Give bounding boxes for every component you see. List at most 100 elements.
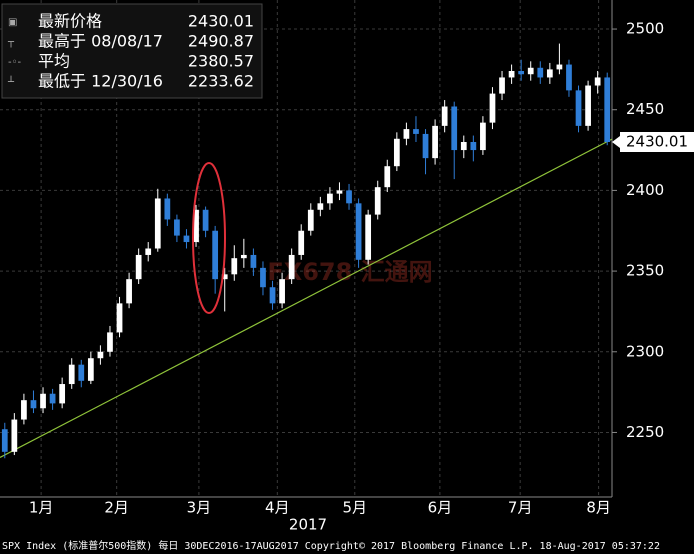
x-axis-label: 2017 <box>289 516 327 534</box>
y-tick-label: 2250 <box>626 423 664 441</box>
candle-body <box>508 71 515 78</box>
candle-body <box>546 69 553 78</box>
footer: SPX Index (标准普尔500指数) 每日 30DEC2016-17AUG… <box>2 539 660 552</box>
last-price-label: 2430.01 <box>626 133 688 151</box>
candle-body <box>30 400 37 409</box>
legend-value: 2430.01 <box>188 12 254 31</box>
candle-body <box>489 93 496 123</box>
candle-body <box>174 219 180 236</box>
x-tick-label: 6月 <box>428 499 453 517</box>
candle-body <box>470 142 477 151</box>
y-tick-label: 2400 <box>626 181 664 199</box>
legend-label: 平均 <box>38 52 70 71</box>
legend-value: 2380.57 <box>188 52 254 71</box>
candle-body <box>432 125 438 159</box>
candle-body <box>269 287 276 304</box>
x-tick-label: 2月 <box>104 499 129 517</box>
candle-body <box>135 254 142 280</box>
watermark: FX678 汇通网 <box>267 258 432 286</box>
candle-body <box>451 106 458 151</box>
candle-body <box>441 106 448 126</box>
legend-icon: ▣ <box>8 17 17 28</box>
candle-body <box>327 193 333 204</box>
candle-body <box>40 393 46 409</box>
y-tick-label: 2350 <box>626 262 664 280</box>
candle-body <box>480 122 486 151</box>
legend-icon: ┴ <box>7 75 15 88</box>
candle-body <box>11 419 18 452</box>
candle-body <box>164 198 171 220</box>
candle-body <box>575 90 582 126</box>
candle-body <box>279 279 285 304</box>
y-tick-label: 2450 <box>626 100 664 118</box>
candle-body <box>403 129 410 139</box>
candle-body <box>355 203 362 260</box>
candle-body <box>566 64 572 91</box>
x-tick-label: 3月 <box>187 499 212 517</box>
legend-label: 最低于 12/30/16 <box>38 72 163 91</box>
candle-body <box>212 230 219 280</box>
candle-body <box>413 129 419 134</box>
candle-body <box>556 64 563 70</box>
candle-body <box>537 67 544 78</box>
y-tick-label: 2500 <box>626 20 664 38</box>
trendline <box>0 138 613 458</box>
candle-body <box>374 187 381 215</box>
candle-body <box>97 351 104 359</box>
last-price-tag <box>620 132 694 152</box>
candle-body <box>594 77 601 86</box>
x-tick-label: 7月 <box>508 499 533 517</box>
candle-body <box>422 133 429 159</box>
candle-body <box>585 85 591 126</box>
legend-value: 2490.87 <box>188 32 254 51</box>
candle-body <box>527 67 534 75</box>
last-price-pointer <box>612 136 620 148</box>
candle-body <box>365 214 372 260</box>
candle-body <box>145 248 152 255</box>
candle-body <box>49 393 56 404</box>
candle-body <box>1 429 8 452</box>
candle-body <box>288 254 295 280</box>
marks <box>0 43 613 459</box>
candle-body <box>317 203 324 210</box>
candle-body <box>202 209 209 231</box>
candle-body <box>460 142 467 151</box>
candle-body <box>231 258 238 275</box>
candle-body <box>499 77 505 94</box>
highlight-ellipse <box>192 162 226 314</box>
candle-body <box>87 358 94 381</box>
legend-icon: -◦- <box>8 57 22 68</box>
candle-body <box>604 77 611 142</box>
candle-body <box>518 71 525 75</box>
x-tick-label: 1月 <box>29 499 54 517</box>
x-tick-label: 5月 <box>342 499 367 517</box>
candle-body <box>183 235 190 243</box>
candle-body <box>346 190 352 204</box>
candle-body <box>78 364 85 381</box>
x-tick-label: 8月 <box>586 499 611 517</box>
candle-body <box>298 230 305 255</box>
candle-body <box>393 138 400 167</box>
x-tick-label: 4月 <box>265 499 290 517</box>
candle-body <box>68 364 75 385</box>
candle-body <box>59 384 66 404</box>
legend-box <box>1 3 263 99</box>
candle-body <box>107 332 113 352</box>
candle-body <box>116 303 123 333</box>
candle-body <box>307 209 314 231</box>
candle-body <box>193 209 199 243</box>
legend-label: 最高于 08/08/17 <box>38 32 163 51</box>
y-tick-label: 2300 <box>626 342 664 360</box>
candle-body <box>21 400 27 420</box>
legend-value: 2233.62 <box>188 72 254 91</box>
candle-body <box>126 279 132 304</box>
candle-body <box>250 254 257 268</box>
candle-body <box>384 166 391 188</box>
legend: ▣ 最新价格 2430.01 ┬ 最高于 08/08/17 2490.87 -◦- 平均 238… <box>1 3 263 99</box>
legend-icon: ┬ <box>7 37 15 48</box>
candle-body <box>221 274 228 280</box>
candle-body <box>240 254 247 259</box>
candle-body <box>336 190 343 194</box>
legend-label: 最新价格 <box>38 12 102 31</box>
